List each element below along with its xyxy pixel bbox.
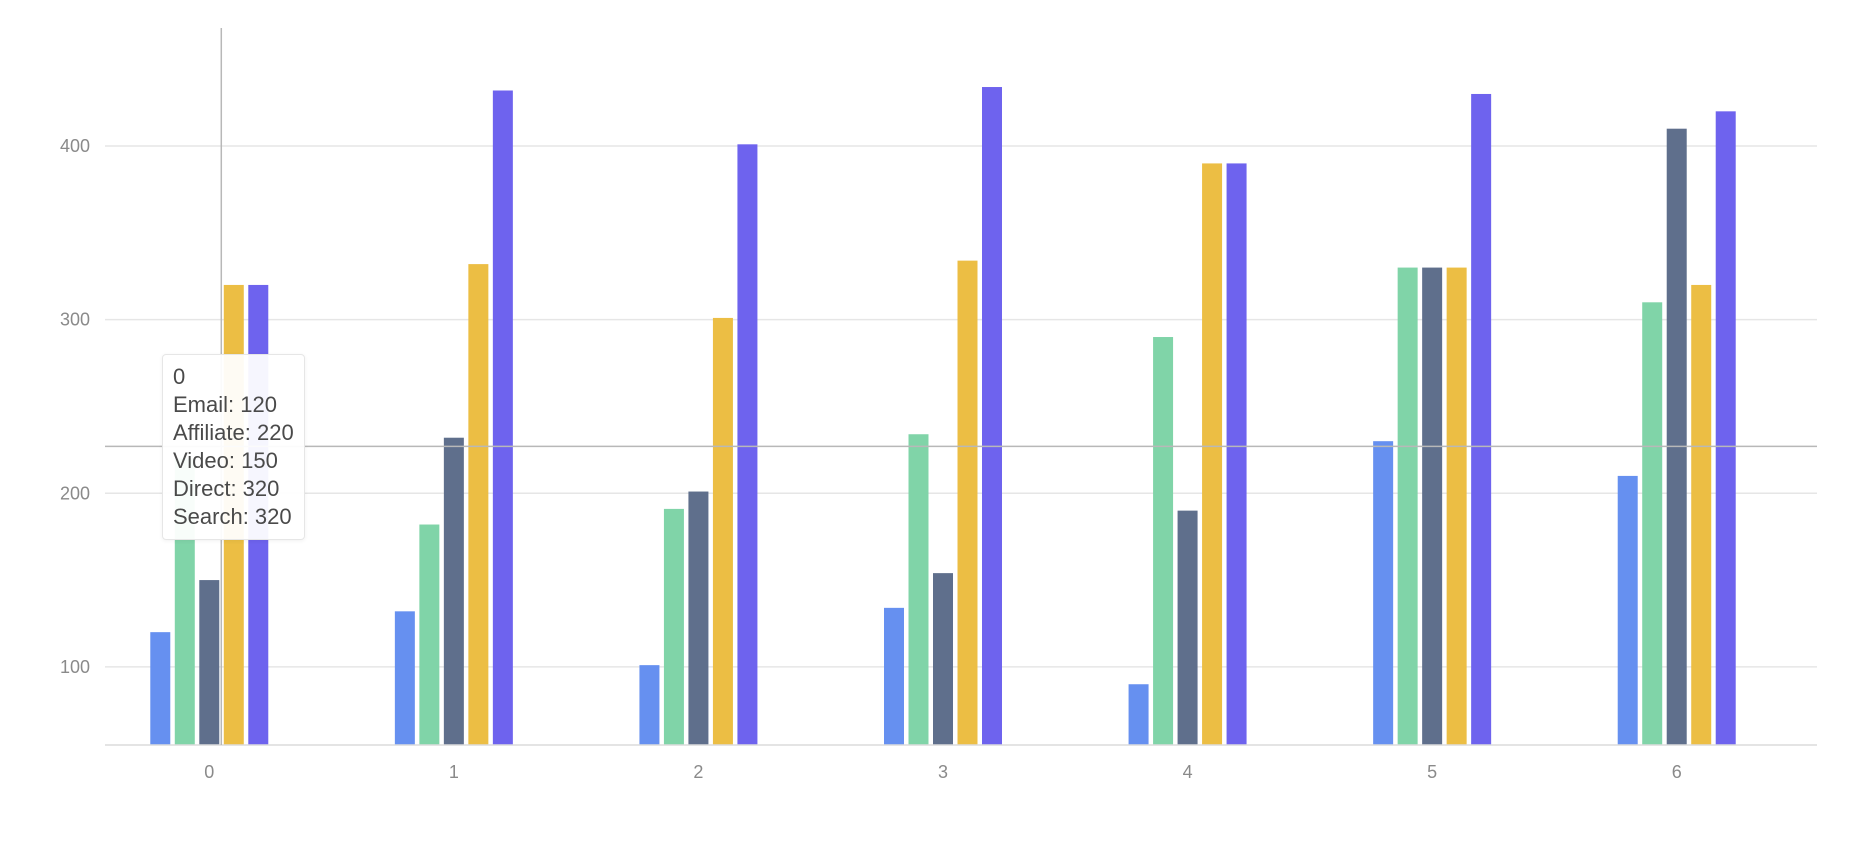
bar-email-5 <box>1373 441 1394 745</box>
x-tick-label-3: 3 <box>938 762 948 782</box>
bar-video-4 <box>1177 510 1198 745</box>
bar-direct-6 <box>1691 284 1712 745</box>
y-tick-label-200: 200 <box>60 483 90 503</box>
bar-video-0 <box>199 580 220 745</box>
bar-email-4 <box>1128 684 1149 745</box>
bar-search-6 <box>1715 111 1736 745</box>
bar-direct-1 <box>468 264 489 745</box>
bar-email-0 <box>150 632 171 745</box>
bar-affiliate-5 <box>1397 267 1418 745</box>
bar-affiliate-6 <box>1642 302 1663 745</box>
bar-direct-4 <box>1202 163 1223 745</box>
bar-email-6 <box>1617 475 1638 745</box>
bar-search-1 <box>492 90 513 746</box>
tooltip: 0 Email: 120 Affiliate: 220 Video: 150 D… <box>162 354 305 540</box>
bar-video-3 <box>933 573 953 745</box>
bar-affiliate-4 <box>1153 337 1174 745</box>
bar-video-6 <box>1666 128 1687 745</box>
tooltip-line-affiliate: Affiliate: 220 <box>173 420 294 445</box>
bar-video-5 <box>1422 267 1443 745</box>
bar-affiliate-2 <box>663 508 684 745</box>
x-tick-label-4: 4 <box>1183 762 1193 782</box>
y-tick-label-100: 100 <box>60 657 90 677</box>
bar-video-2 <box>688 491 709 745</box>
bar-search-5 <box>1471 93 1492 745</box>
bar-search-4 <box>1226 163 1247 745</box>
x-tick-label-1: 1 <box>449 762 459 782</box>
x-tick-label-2: 2 <box>693 762 703 782</box>
tooltip-line-search: Search: 320 <box>173 504 292 529</box>
bar-affiliate-1 <box>419 524 440 745</box>
bar-series <box>150 87 1736 746</box>
bar-search-2 <box>737 144 758 745</box>
bar-direct-5 <box>1446 267 1467 745</box>
tooltip-line-direct: Direct: 320 <box>173 476 280 501</box>
tooltip-title: 0 <box>173 364 186 389</box>
x-tick-label-5: 5 <box>1427 762 1437 782</box>
bar-email-1 <box>394 611 415 745</box>
y-tick-label-300: 300 <box>60 310 90 330</box>
bar-search-3 <box>982 87 1002 746</box>
bar-affiliate-3 <box>908 434 929 745</box>
tooltip-line-video: Video: 150 <box>173 448 278 473</box>
x-tick-label-0: 0 <box>204 762 214 782</box>
x-axis-labels: 0 1 2 3 4 5 6 <box>204 762 1681 782</box>
bar-email-2 <box>639 665 660 745</box>
bar-direct-2 <box>712 317 733 745</box>
bar-email-3 <box>884 607 904 745</box>
bar-video-1 <box>443 437 464 745</box>
bar-direct-3 <box>957 260 978 745</box>
x-tick-label-6: 6 <box>1672 762 1682 782</box>
y-axis: 100 200 300 400 <box>60 136 90 677</box>
tooltip-line-email: Email: 120 <box>173 392 277 417</box>
y-tick-label-400: 400 <box>60 136 90 156</box>
